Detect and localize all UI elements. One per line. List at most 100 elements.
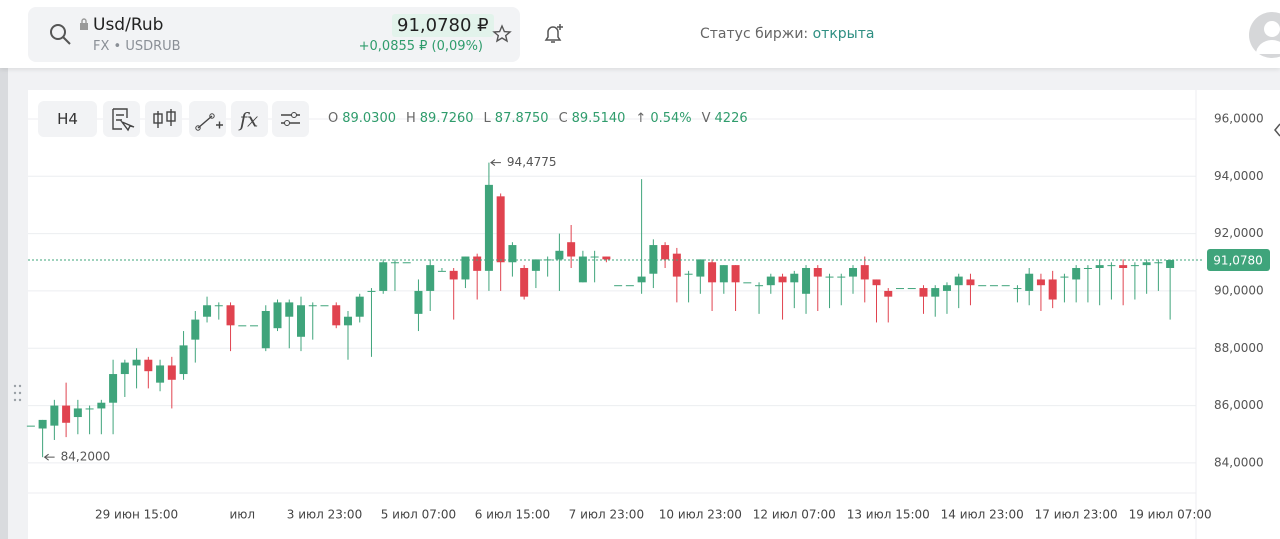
status-value: открыта — [812, 26, 875, 42]
candle-body — [1013, 288, 1022, 290]
candle-body — [62, 405, 71, 423]
x-tick-label: 10 июл 23:00 — [659, 508, 742, 522]
interval-button[interactable]: H4 — [38, 101, 97, 137]
alert-bell[interactable] — [541, 21, 567, 47]
indicators-icon: fx — [238, 108, 259, 132]
candle-body — [1130, 265, 1139, 267]
exchange-status: Статус биржи: открыта — [700, 26, 874, 42]
search-icon[interactable] — [48, 22, 74, 48]
x-tick-label: 3 июл 23:00 — [287, 508, 362, 522]
candle-body — [203, 305, 212, 317]
candle-body — [179, 345, 188, 375]
lock-icon — [80, 18, 88, 30]
y-tick-label: 86,0000 — [1214, 398, 1264, 412]
notes-button[interactable] — [103, 101, 140, 137]
ohlc-value: 89.7260 — [419, 111, 474, 126]
candle-body — [837, 276, 846, 278]
candle-body — [520, 267, 529, 297]
candle-body — [849, 267, 858, 277]
annotation-label: 84,2000 — [61, 450, 111, 464]
candle-body — [97, 402, 106, 409]
chart-type-button[interactable] — [145, 101, 182, 137]
candle-body — [250, 325, 259, 327]
candle-body — [1154, 262, 1163, 264]
ohlc-key: C — [558, 111, 568, 126]
candle-body — [367, 290, 376, 292]
candle-body — [614, 285, 623, 287]
collapse-arrow[interactable] — [1274, 123, 1280, 137]
candle-body — [1001, 285, 1010, 287]
candle-body — [390, 262, 399, 264]
candle-body — [743, 282, 752, 284]
y-tick-label: 90,0000 — [1214, 283, 1264, 297]
ohlc-key: V — [701, 111, 711, 126]
y-tick-label: 96,0000 — [1214, 111, 1264, 125]
candle-body — [426, 265, 435, 291]
candle-body — [637, 276, 646, 283]
candle-body — [543, 259, 552, 261]
candle-body — [1036, 279, 1045, 286]
candle-body — [531, 259, 540, 271]
candle-body — [332, 305, 341, 326]
x-tick-label: 7 июл 23:00 — [569, 508, 644, 522]
candle-body — [790, 273, 799, 283]
candle-body — [461, 256, 470, 280]
candle-body — [132, 359, 141, 366]
candle-body — [1083, 267, 1092, 269]
exchange: FX — [93, 39, 110, 54]
annotation-arrow — [43, 453, 55, 461]
exchange-line: FX • USDRUB — [93, 39, 181, 54]
candle-body — [144, 359, 153, 372]
x-tick-label: 12 июл 07:00 — [753, 508, 836, 522]
candle-body — [1107, 265, 1116, 267]
candle-body — [978, 285, 987, 287]
candle-body — [696, 259, 705, 277]
candle-body — [567, 242, 576, 257]
candle-body — [73, 408, 82, 418]
candle-body — [731, 265, 740, 283]
candle-body — [120, 362, 129, 375]
candle-body — [402, 262, 411, 264]
price-change: +0,0855 ₽ (0,09%) — [358, 39, 483, 54]
candle-body — [273, 302, 282, 329]
candle-body — [320, 305, 329, 307]
candle-body — [919, 288, 928, 297]
candle-body — [872, 279, 881, 286]
y-tick-label: 84,0000 — [1214, 455, 1264, 469]
ohlc-value: 0.54% — [650, 111, 692, 126]
candle-body — [226, 305, 235, 326]
x-tick-label: 17 июл 23:00 — [1035, 508, 1118, 522]
candle-body — [954, 276, 963, 286]
candle-body — [355, 296, 364, 317]
candle-body — [649, 245, 658, 274]
candle-body — [766, 276, 775, 286]
status-label: Статус биржи: — [700, 26, 809, 42]
candle-body — [684, 273, 693, 275]
avatar[interactable] — [1248, 12, 1280, 58]
candle-body — [50, 405, 59, 426]
indicators-button[interactable] — [231, 101, 268, 137]
candle-body — [860, 265, 869, 280]
x-tick-label: 19 июл 07:00 — [1129, 508, 1212, 522]
y-tick-label: 92,0000 — [1214, 226, 1264, 240]
last-price-label: 91,0780 — [1213, 254, 1263, 268]
candle-body — [484, 184, 493, 271]
drag-handle[interactable] — [13, 384, 22, 402]
x-tick-label: 13 июл 15:00 — [847, 508, 930, 522]
ohlc-key: L — [483, 111, 491, 126]
candle-body — [343, 316, 352, 326]
x-tick-label: июл — [229, 508, 255, 522]
ohlc-value: 87.8750 — [494, 111, 549, 126]
candle-body — [508, 245, 517, 263]
x-tick-label: 5 июл 07:00 — [381, 508, 456, 522]
candle-body — [966, 279, 975, 286]
settings-button[interactable] — [272, 101, 309, 137]
favorite-star[interactable] — [492, 24, 512, 44]
side-strip — [0, 66, 8, 539]
candle-body — [85, 408, 94, 410]
ohlc-value: 89.5140 — [571, 111, 626, 126]
candle-body — [109, 374, 118, 403]
candle-body — [989, 285, 998, 287]
